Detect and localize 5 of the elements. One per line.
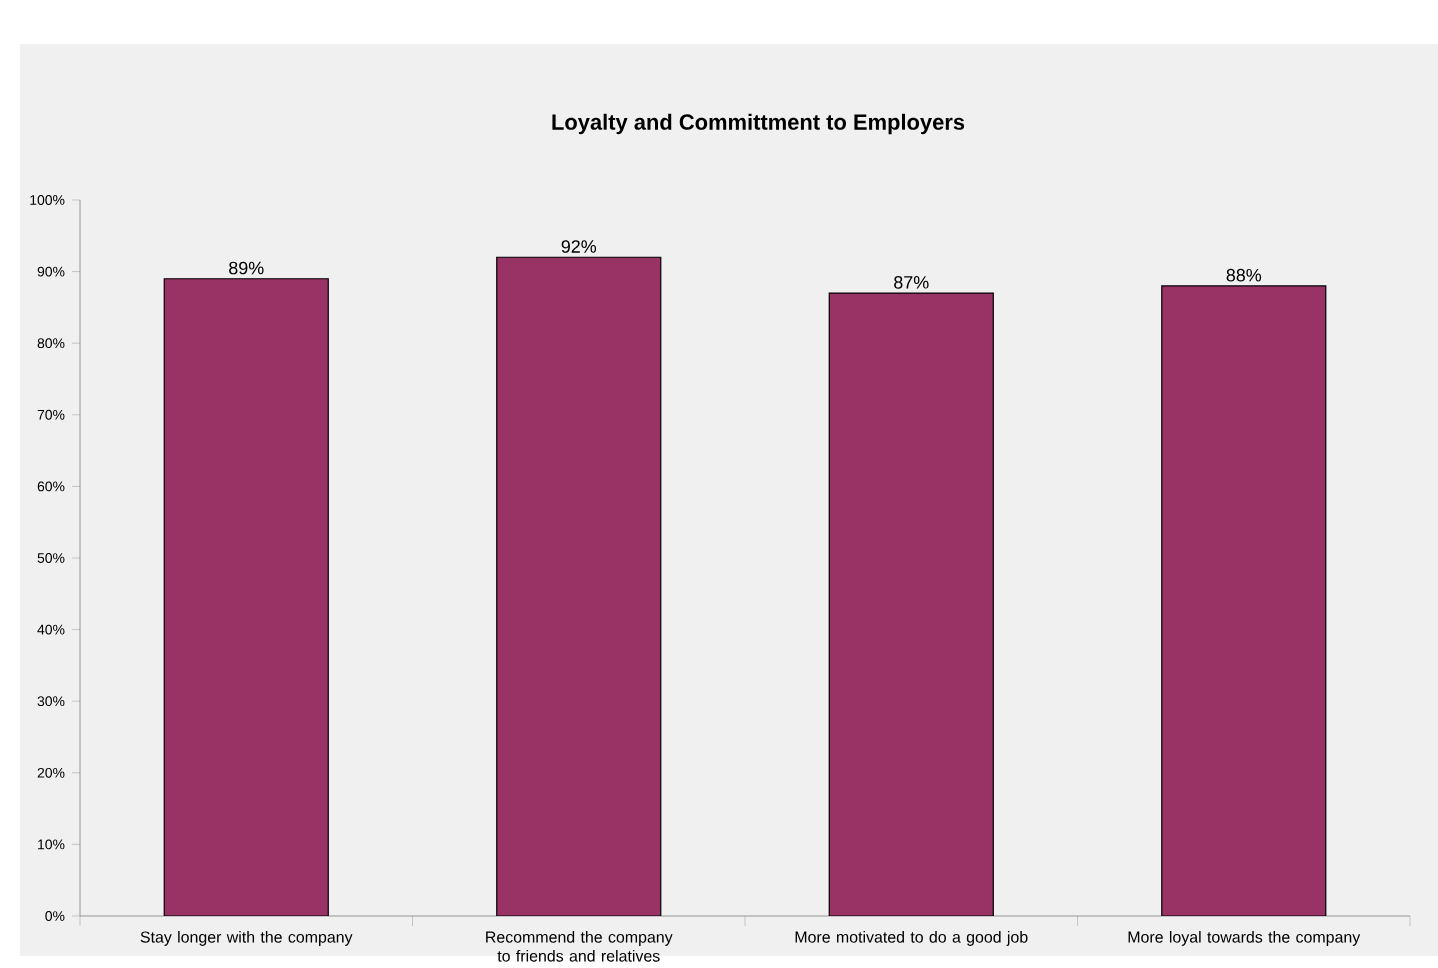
data-label: 87% — [894, 275, 929, 289]
data-label: 89% — [229, 261, 264, 275]
data-label: 88% — [1226, 268, 1262, 282]
data-label: 92% — [561, 240, 597, 253]
chart-title: Loyalty and Committment to Employers — [552, 113, 965, 135]
